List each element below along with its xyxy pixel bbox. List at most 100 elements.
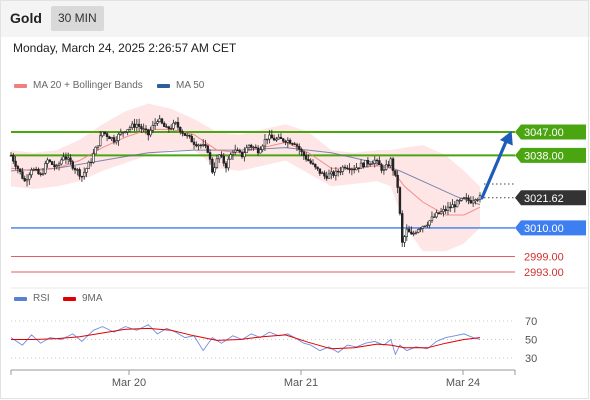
candle-up [286, 139, 290, 143]
rsi-tick-label: 70 [525, 316, 537, 328]
level-tag-label: 2999.00 [524, 251, 564, 263]
datetime-label: Monday, March 24, 2025 2:26:57 AM CET [13, 41, 237, 55]
candle-down [147, 129, 150, 136]
rsi-tick-label: 50 [525, 335, 537, 347]
candle-down [222, 155, 225, 164]
candle-up [421, 225, 425, 229]
candle-down [16, 166, 20, 170]
level-tag-label: 3010.00 [524, 223, 564, 235]
candle-down [105, 133, 109, 137]
candle-up [156, 121, 159, 124]
candle-up [371, 163, 374, 165]
candle-down [293, 143, 296, 145]
candle-up [135, 123, 139, 128]
candle-down [357, 167, 360, 169]
candle-up [197, 144, 200, 147]
candle-down [23, 178, 26, 182]
legend-rsi-ma-label: 9MA [82, 293, 103, 304]
candle-up [403, 236, 406, 243]
candle-down [183, 133, 187, 136]
candle-down [270, 134, 274, 139]
candle-down [208, 152, 212, 160]
candle-down [378, 160, 381, 166]
candle-up [382, 169, 386, 171]
candle-down [410, 231, 413, 235]
candle-up [266, 138, 269, 141]
candle-up [87, 161, 90, 169]
candle-down [300, 149, 303, 153]
x-tick-label: Mar 24 [446, 377, 480, 389]
level-tag-resistance [515, 124, 586, 140]
ma50-swatch [157, 83, 170, 88]
candle-up [442, 209, 445, 212]
time-axis: Mar 20 Mar 21 Mar 24 [10, 369, 516, 389]
candle-down [256, 147, 260, 154]
candle-down [302, 151, 306, 156]
candle-up [412, 232, 415, 235]
candle-up [151, 125, 155, 131]
candle-up [66, 157, 70, 160]
price-tags: 3047.00 3038.00 3010.00 2999.00 2993.00 3021.… [515, 124, 586, 279]
ma20-swatch [14, 83, 27, 88]
candle-down [18, 168, 22, 173]
candle-up [428, 220, 431, 226]
candle-up [439, 211, 443, 215]
candle-up [451, 204, 454, 209]
candle-down [437, 212, 441, 215]
candle-down [325, 175, 328, 179]
candle-down [238, 150, 241, 153]
candle-down [391, 158, 395, 171]
candle-up [341, 166, 344, 172]
candle-down [467, 197, 470, 201]
candle-down [14, 160, 17, 167]
candle-up [96, 145, 100, 148]
candle-down [465, 197, 468, 199]
candle-up [83, 172, 86, 177]
candle-up [252, 146, 255, 149]
candle-up [128, 127, 132, 130]
candle-down [144, 128, 148, 131]
candle-down [78, 169, 81, 177]
rsi-swatch [14, 296, 27, 301]
candle-up [32, 168, 36, 171]
candle-up [350, 168, 354, 171]
timeframe-button[interactable]: 30 MIN [51, 6, 104, 31]
candle-down [307, 159, 310, 162]
candle-down [64, 156, 68, 160]
candle-down [9, 155, 13, 157]
arrow-head [499, 130, 513, 146]
candle-down [311, 162, 315, 165]
candle-down [343, 166, 347, 169]
legend-rsi-ma: 9MA [63, 293, 103, 304]
candle-down [192, 141, 196, 145]
candle-down [69, 157, 72, 163]
candle-up [327, 173, 331, 179]
candle-down [272, 137, 276, 141]
candle-down [240, 151, 244, 158]
candle-up [229, 154, 232, 160]
candle-down [89, 161, 93, 164]
candle-up [364, 159, 367, 168]
candle-down [160, 118, 164, 124]
candle-up [320, 172, 324, 174]
candle-up [99, 135, 102, 147]
candle-up [355, 167, 358, 171]
candle-up [234, 149, 237, 153]
candle-down [309, 160, 312, 164]
candle-up [430, 216, 434, 222]
candle-down [362, 162, 365, 168]
candle-up [277, 136, 280, 140]
rsi-tick-label: 30 [525, 353, 537, 365]
candle-up [121, 131, 125, 134]
candle-down [108, 136, 111, 140]
candle-down [140, 126, 143, 130]
candle-down [348, 168, 351, 171]
candle-down [407, 228, 411, 233]
candle-down [39, 173, 42, 175]
candle-up [245, 147, 248, 154]
candle-down [295, 144, 299, 147]
rsi-panel: 70 50 30 [10, 287, 589, 365]
candle-down [53, 164, 56, 168]
candle-up [433, 216, 436, 219]
level-tag-label: 3047.00 [524, 127, 564, 139]
